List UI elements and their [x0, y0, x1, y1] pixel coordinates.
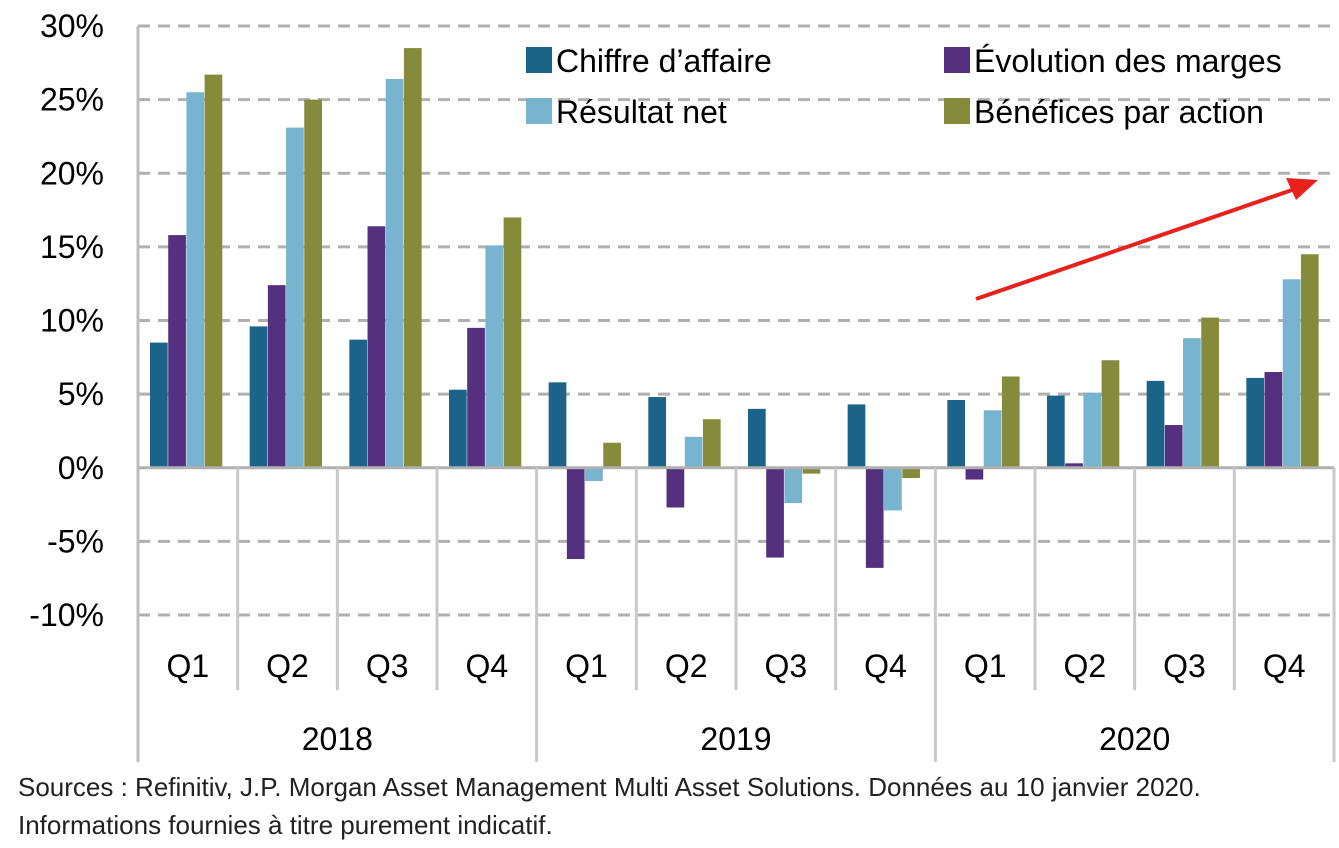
bar-chart: -10%-5%0%5%10%15%20%25%30% Q1 Q2 Q3 Q4 Q1 Q2 Q…: [29, 8, 1336, 762]
legend-swatch: [526, 47, 552, 73]
bar: [485, 245, 504, 468]
bar: [965, 467, 984, 480]
bar: [403, 48, 422, 468]
bar: [1201, 317, 1219, 468]
bar: [1065, 463, 1083, 468]
category-label: Q2: [1063, 648, 1106, 684]
bar: [947, 400, 966, 468]
y-tick-label: 15%: [40, 229, 104, 265]
category-label: Q1: [166, 648, 209, 684]
trend-arrow: [975, 178, 1318, 301]
category-label: Q1: [964, 648, 1007, 684]
bar: [249, 326, 268, 468]
bar: [1101, 360, 1120, 468]
bar: [1047, 395, 1065, 468]
bar: [585, 467, 603, 482]
bar: [684, 436, 703, 468]
bar: [865, 467, 884, 568]
category-axis: Q1 Q2 Q3 Q4 Q1 Q2 Q3 Q4 Q1 Q2 Q3 Q4 2018 2019 2020: [136, 26, 1336, 762]
legend-swatch: [526, 98, 552, 124]
bar: [1264, 372, 1283, 468]
bar: [367, 226, 386, 468]
bar: [566, 467, 585, 560]
y-tick-label: 0%: [58, 450, 104, 486]
y-axis-ticks: -10% -5% 0% 5% 10% 15% 20% 25% 30%: [29, 8, 104, 633]
y-tick-label: 20%: [40, 155, 104, 191]
bar: [267, 285, 286, 468]
bar: [503, 217, 522, 468]
y-tick-label: -10%: [29, 597, 104, 633]
category-label: Q3: [764, 648, 807, 684]
source-line-1: Sources : Refinitiv, J.P. Morgan Asset M…: [18, 772, 1201, 802]
bar: [902, 467, 920, 479]
bar: [1282, 279, 1301, 468]
bar: [349, 339, 368, 468]
category-label: Q3: [366, 648, 409, 684]
legend-swatch: [944, 47, 970, 73]
bar: [449, 389, 467, 468]
bar: [666, 467, 685, 508]
bar: [1001, 376, 1020, 468]
arrow-head: [1286, 178, 1318, 200]
bar: [1164, 425, 1183, 468]
bar: [1146, 380, 1165, 468]
bar: [603, 442, 621, 468]
bar: [1246, 377, 1265, 468]
category-label: Q2: [266, 648, 309, 684]
category-label: Q4: [465, 648, 508, 684]
bar: [186, 92, 205, 468]
arrow-shaft: [975, 187, 1296, 301]
bar: [304, 99, 322, 468]
y-tick-label: 30%: [40, 8, 104, 44]
y-tick-label: 10%: [40, 303, 104, 339]
year-label: 2020: [1099, 721, 1170, 757]
bar: [766, 467, 784, 558]
category-label: Q3: [1163, 648, 1206, 684]
bar: [467, 327, 485, 468]
bars: [150, 48, 1319, 568]
bar: [983, 410, 1002, 468]
bar: [802, 467, 821, 474]
bar: [784, 467, 803, 504]
category-label: Q1: [565, 648, 608, 684]
bar: [548, 382, 567, 468]
bar: [1083, 392, 1102, 468]
bar: [884, 467, 902, 511]
bar: [1300, 254, 1319, 468]
y-tick-label: 5%: [58, 376, 104, 412]
category-label: Q2: [665, 648, 708, 684]
bar: [847, 404, 866, 468]
bar: [748, 408, 766, 468]
bar: [168, 235, 186, 468]
y-tick-label: 25%: [40, 82, 104, 118]
bar: [204, 74, 223, 468]
legend-label: Résultat net: [556, 94, 727, 130]
bar: [150, 342, 168, 468]
bar: [385, 79, 404, 468]
bar: [286, 127, 304, 468]
source-note: Sources : Refinitiv, J.P. Morgan Asset M…: [18, 768, 1328, 844]
year-label: 2018: [302, 721, 373, 757]
source-line-2: Informations fournies à titre purement i…: [18, 810, 553, 840]
category-label: Q4: [864, 648, 907, 684]
legend-label: Bénéfices par action: [974, 94, 1264, 130]
bar: [648, 397, 667, 468]
bar: [702, 419, 721, 468]
year-label: 2019: [700, 721, 771, 757]
legend-label: Évolution des marges: [974, 43, 1282, 79]
bar: [1183, 338, 1201, 468]
legend: Chiffre d’affaire Évolution des marges Rés…: [526, 43, 1282, 130]
category-label: Q4: [1263, 648, 1306, 684]
y-tick-label: -5%: [47, 523, 104, 559]
legend-swatch: [944, 98, 970, 124]
legend-label: Chiffre d’affaire: [556, 43, 772, 79]
